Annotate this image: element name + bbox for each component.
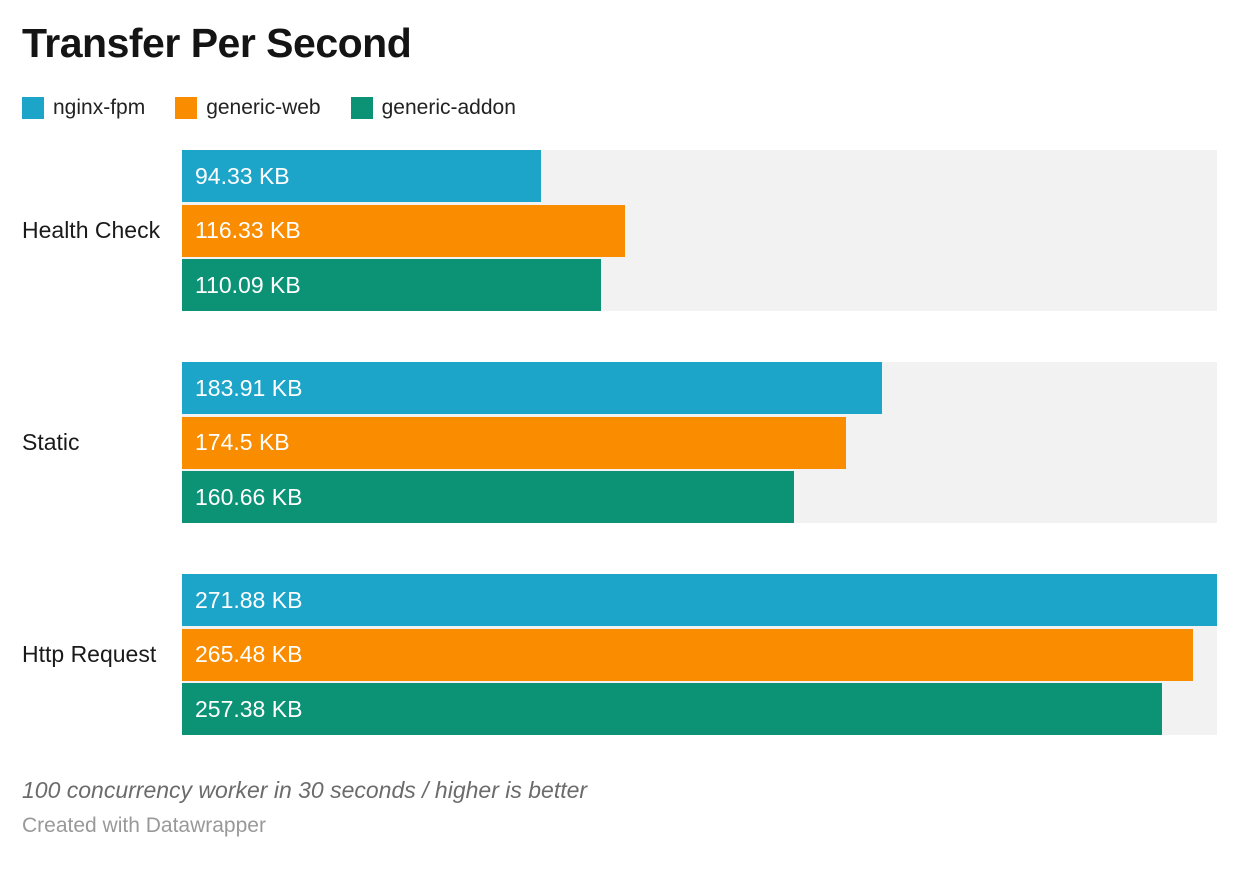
legend-item-nginx-fpm: nginx-fpm [22,96,145,120]
bar-generic-addon: 110.09 KB [182,259,602,311]
category-label: Static [22,429,80,455]
value-label: 160.66 KB [195,483,303,510]
category-label: Http Request [22,641,157,667]
chart-container: Transfer Per Second nginx-fpm generic-web… [0,20,1240,880]
bar-track: 183.91 KB 174.5 KB 160.66 KB [182,362,1217,523]
legend-label: generic-web [206,96,321,119]
value-label: 110.09 KB [195,271,301,298]
bar-nginx-fpm: 94.33 KB [182,150,542,202]
bar-generic-web: 174.5 KB [182,416,847,469]
category-label: Health Check [22,217,161,243]
legend-swatch-icon [175,97,198,119]
legend-item-generic-addon: generic-addon [350,96,516,120]
footer-note: 100 concurrency worker in 30 seconds / h… [22,777,588,803]
bar-track: 271.88 KB 265.48 KB 257.38 KB [182,574,1217,735]
legend-swatch-icon [350,97,373,119]
bar-group-static: Static 183.91 KB 174.5 KB 160.66 KB [22,362,1217,523]
legend-item-generic-web: generic-web [175,96,321,120]
legend-swatch-icon [22,97,44,119]
value-label: 271.88 KB [195,586,303,613]
chart: Health Check 94.33 KB 116.33 KB 110.09 KB St… [22,150,1217,735]
bar-nginx-fpm: 183.91 KB [182,362,883,414]
value-label: 174.5 KB [195,429,290,455]
bar-generic-web: 265.48 KB [182,628,1193,681]
value-label: 94.33 KB [195,162,290,189]
bar-generic-addon: 257.38 KB [182,683,1162,735]
bar-group-http-request: Http Request 271.88 KB 265.48 KB 257.38 KB [22,574,1217,735]
bar-track: 94.33 KB 116.33 KB 110.09 KB [182,150,1217,311]
bar-generic-web: 116.33 KB [182,204,625,257]
legend: nginx-fpm generic-web generic-addon [22,96,1217,120]
value-label: 265.48 KB [195,641,303,667]
value-label: 257.38 KB [195,695,303,722]
value-label: 116.33 KB [195,217,301,243]
legend-label: generic-addon [381,96,516,119]
value-label: 183.91 KB [195,374,303,401]
bar-group-health-check: Health Check 94.33 KB 116.33 KB 110.09 KB [22,150,1217,311]
bar-generic-addon: 160.66 KB [182,471,794,523]
chart-title: Transfer Per Second [22,20,412,66]
bar-nginx-fpm: 271.88 KB [182,574,1217,626]
datawrapper-credit: Created with Datawrapper [22,814,266,837]
legend-label: nginx-fpm [53,96,146,119]
